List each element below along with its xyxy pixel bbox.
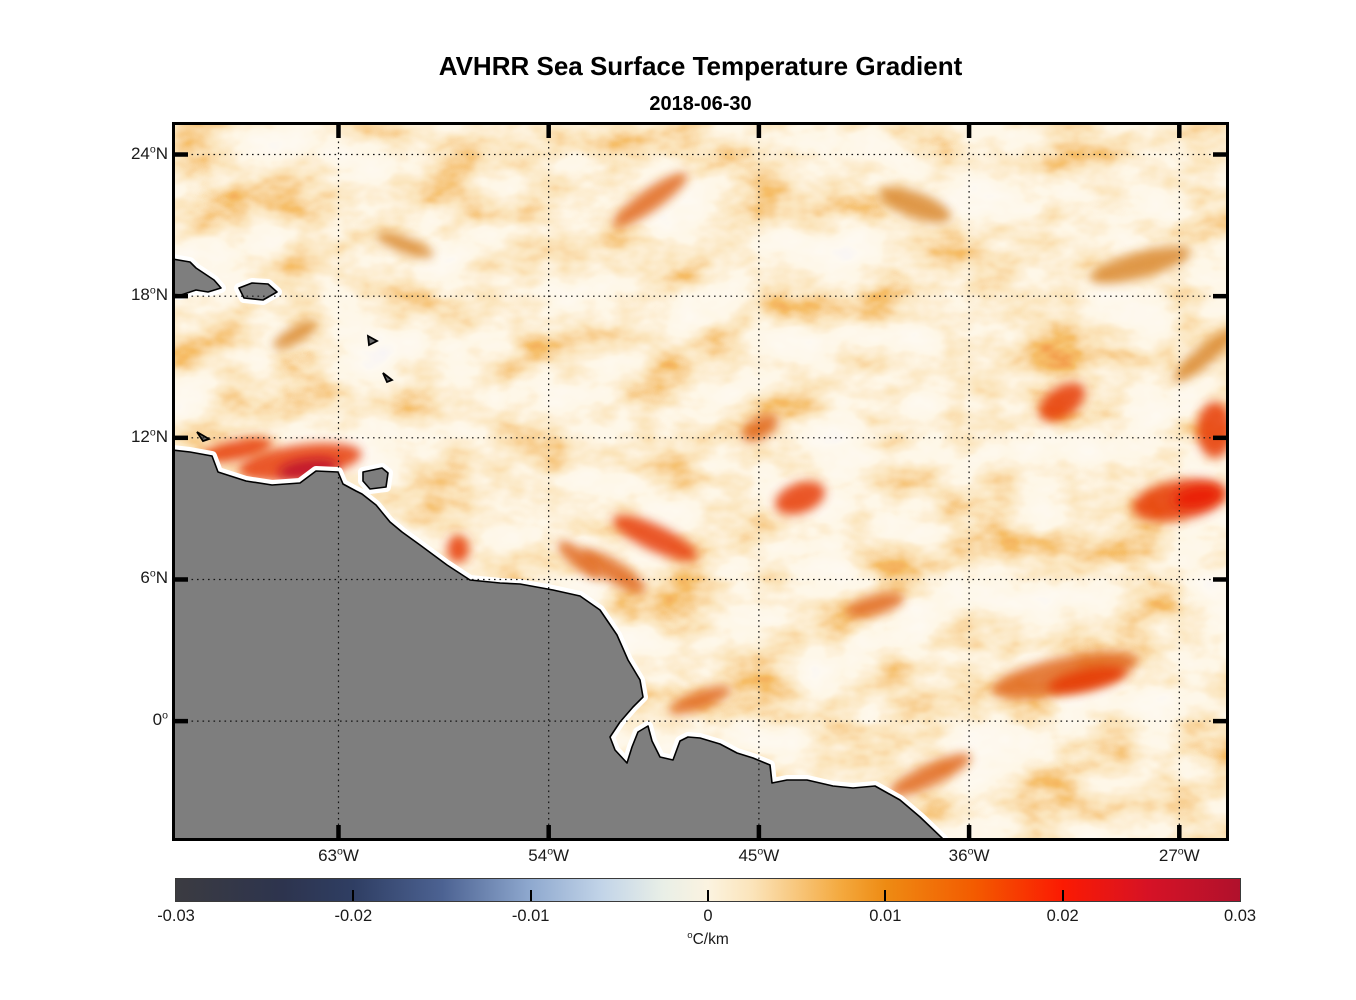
land-polygon xyxy=(238,282,278,301)
sst-feature-blob xyxy=(1197,402,1226,458)
sst-feature-blob xyxy=(612,172,688,228)
lon-tick-label: 36oW xyxy=(948,845,990,865)
land-polygon xyxy=(175,258,222,296)
colorbar-tick xyxy=(884,890,887,901)
sst-feature-blob xyxy=(612,515,698,561)
sst-feature-blob xyxy=(447,535,469,563)
lat-tick-label: 0o xyxy=(152,709,168,730)
lat-tick-label: 24oN xyxy=(130,142,168,163)
colorbar-tick-label: 0.03 xyxy=(1223,907,1257,925)
sst-feature-blob xyxy=(376,232,434,258)
colorbar-tick-label: 0.01 xyxy=(869,907,902,925)
colorbar-tick-label: -0.02 xyxy=(334,907,373,925)
sst-feature-blob xyxy=(1047,666,1127,694)
land-polygon xyxy=(362,467,389,490)
colorbar-tick-label: -0.03 xyxy=(157,907,195,925)
colorbar-tick-label: 0 xyxy=(703,907,713,925)
colorbar-tick-label: -0.01 xyxy=(511,907,550,925)
lat-tick-label: 18oN xyxy=(130,284,168,305)
lon-tick-label: 63oW xyxy=(318,845,359,865)
colorbar-tick-label: 0.02 xyxy=(1046,907,1079,925)
sst-feature-blob xyxy=(201,437,273,463)
colorbar-tick xyxy=(529,890,532,901)
sst-front-features xyxy=(201,172,1226,797)
colorbar-tick xyxy=(352,890,355,901)
sst-feature-blob xyxy=(557,540,603,580)
colorbar-tick xyxy=(707,890,709,901)
sst-feature-blob xyxy=(775,481,825,515)
axis-tick-layer xyxy=(175,125,1226,838)
lat-tick-label: 6oN xyxy=(140,567,168,588)
lon-tick-label: 45oW xyxy=(738,845,780,865)
sst-feature-blob xyxy=(580,548,646,594)
map-plot-area xyxy=(172,122,1229,841)
lon-tick-label: 54oW xyxy=(528,845,570,865)
sst-feature-blob xyxy=(1089,246,1191,284)
lon-tick-label: 27oW xyxy=(1158,845,1200,865)
sst-feature-blob xyxy=(1173,485,1221,509)
sst-feature-blob xyxy=(1173,328,1226,382)
sst-feature-blob xyxy=(991,651,1139,699)
sst-feature-blob xyxy=(888,753,972,797)
sst-feature-blob xyxy=(741,414,779,442)
sst-feature-blob xyxy=(668,685,732,715)
sst-feature-blob xyxy=(845,592,905,618)
sst-feature-blob xyxy=(879,187,951,223)
land-polygon xyxy=(175,449,944,838)
land-layer xyxy=(175,254,949,838)
figure-title: AVHRR Sea Surface Temperature Gradient xyxy=(438,51,963,81)
islet xyxy=(366,334,379,347)
sst-feature-blob xyxy=(272,320,318,350)
islet xyxy=(382,372,394,384)
lat-tick-label: 12oN xyxy=(130,426,168,446)
sst-feature-blob xyxy=(1039,382,1085,422)
sst-gradient-map xyxy=(175,125,1226,838)
gridline-layer xyxy=(175,125,1226,838)
colorbar-unit-label: oC/km xyxy=(687,929,729,948)
islet xyxy=(196,431,212,443)
figure-subtitle: 2018-06-30 xyxy=(649,93,752,115)
colorbar-tick xyxy=(1061,890,1064,901)
